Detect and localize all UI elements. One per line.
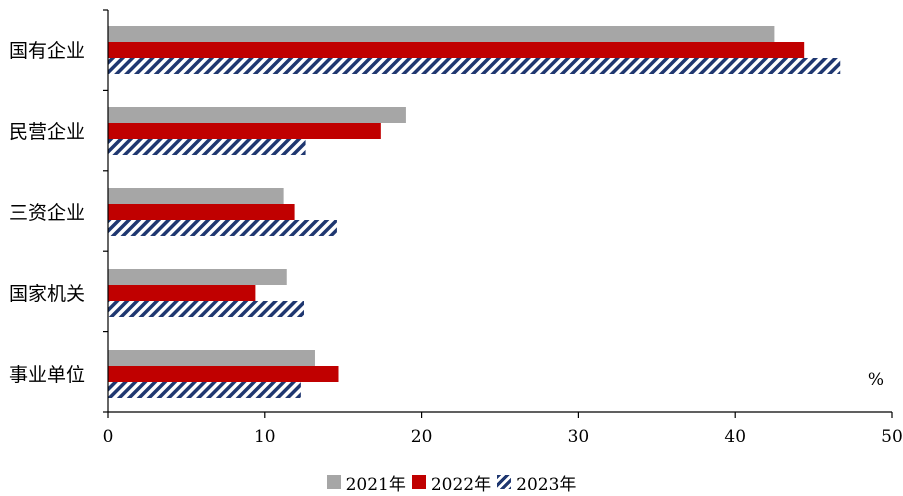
- bar-3-series-3: [108, 220, 337, 236]
- bar-5-series-2: [108, 366, 339, 382]
- legend-label-2023: 2023年: [516, 474, 577, 495]
- bar-1-series-3: [108, 58, 841, 74]
- bar-1-series-1: [108, 26, 775, 42]
- bar-5-series-3: [108, 382, 301, 398]
- x-tick-label: 20: [411, 427, 433, 447]
- x-tick-label: 40: [724, 427, 746, 447]
- bars-group: [108, 26, 841, 398]
- category-label: 国有企业: [9, 40, 85, 62]
- legend-item-2022: 2022年: [411, 470, 492, 495]
- category-label: 民营企业: [9, 121, 85, 143]
- bar-3-series-2: [108, 204, 295, 220]
- bar-2-series-1: [108, 107, 406, 123]
- axes-group: [103, 9, 893, 418]
- category-label: 三资企业: [9, 202, 85, 224]
- bar-3-series-1: [108, 188, 284, 204]
- category-label: 事业单位: [9, 364, 85, 386]
- bar-2-series-3: [108, 139, 306, 155]
- legend-item-2021: 2021年: [326, 470, 406, 495]
- x-tick-label: 0: [103, 427, 114, 447]
- legend-label-2021: 2021年: [345, 474, 406, 495]
- legend-swatch-2022: [411, 475, 426, 489]
- bar-1-series-2: [108, 42, 805, 58]
- legend-label-2022: 2022年: [430, 474, 492, 495]
- bar-4-series-1: [108, 269, 287, 285]
- unit-label: %: [868, 370, 884, 390]
- category-label: 国家机关: [9, 283, 85, 305]
- legend-swatch-2021: [326, 475, 341, 489]
- bar-2-series-2: [108, 123, 381, 139]
- x-tick-label: 50: [881, 427, 903, 447]
- legend-item-2023: 2023年: [497, 470, 576, 495]
- legend: 2021年 2022年 2023年: [0, 470, 903, 495]
- bar-4-series-2: [108, 285, 256, 301]
- bar-4-series-3: [108, 301, 304, 317]
- legend-swatch-2023: [497, 475, 512, 489]
- bar-5-series-1: [108, 350, 315, 366]
- x-tick-label: 10: [254, 427, 276, 447]
- x-tick-label: 30: [568, 427, 590, 447]
